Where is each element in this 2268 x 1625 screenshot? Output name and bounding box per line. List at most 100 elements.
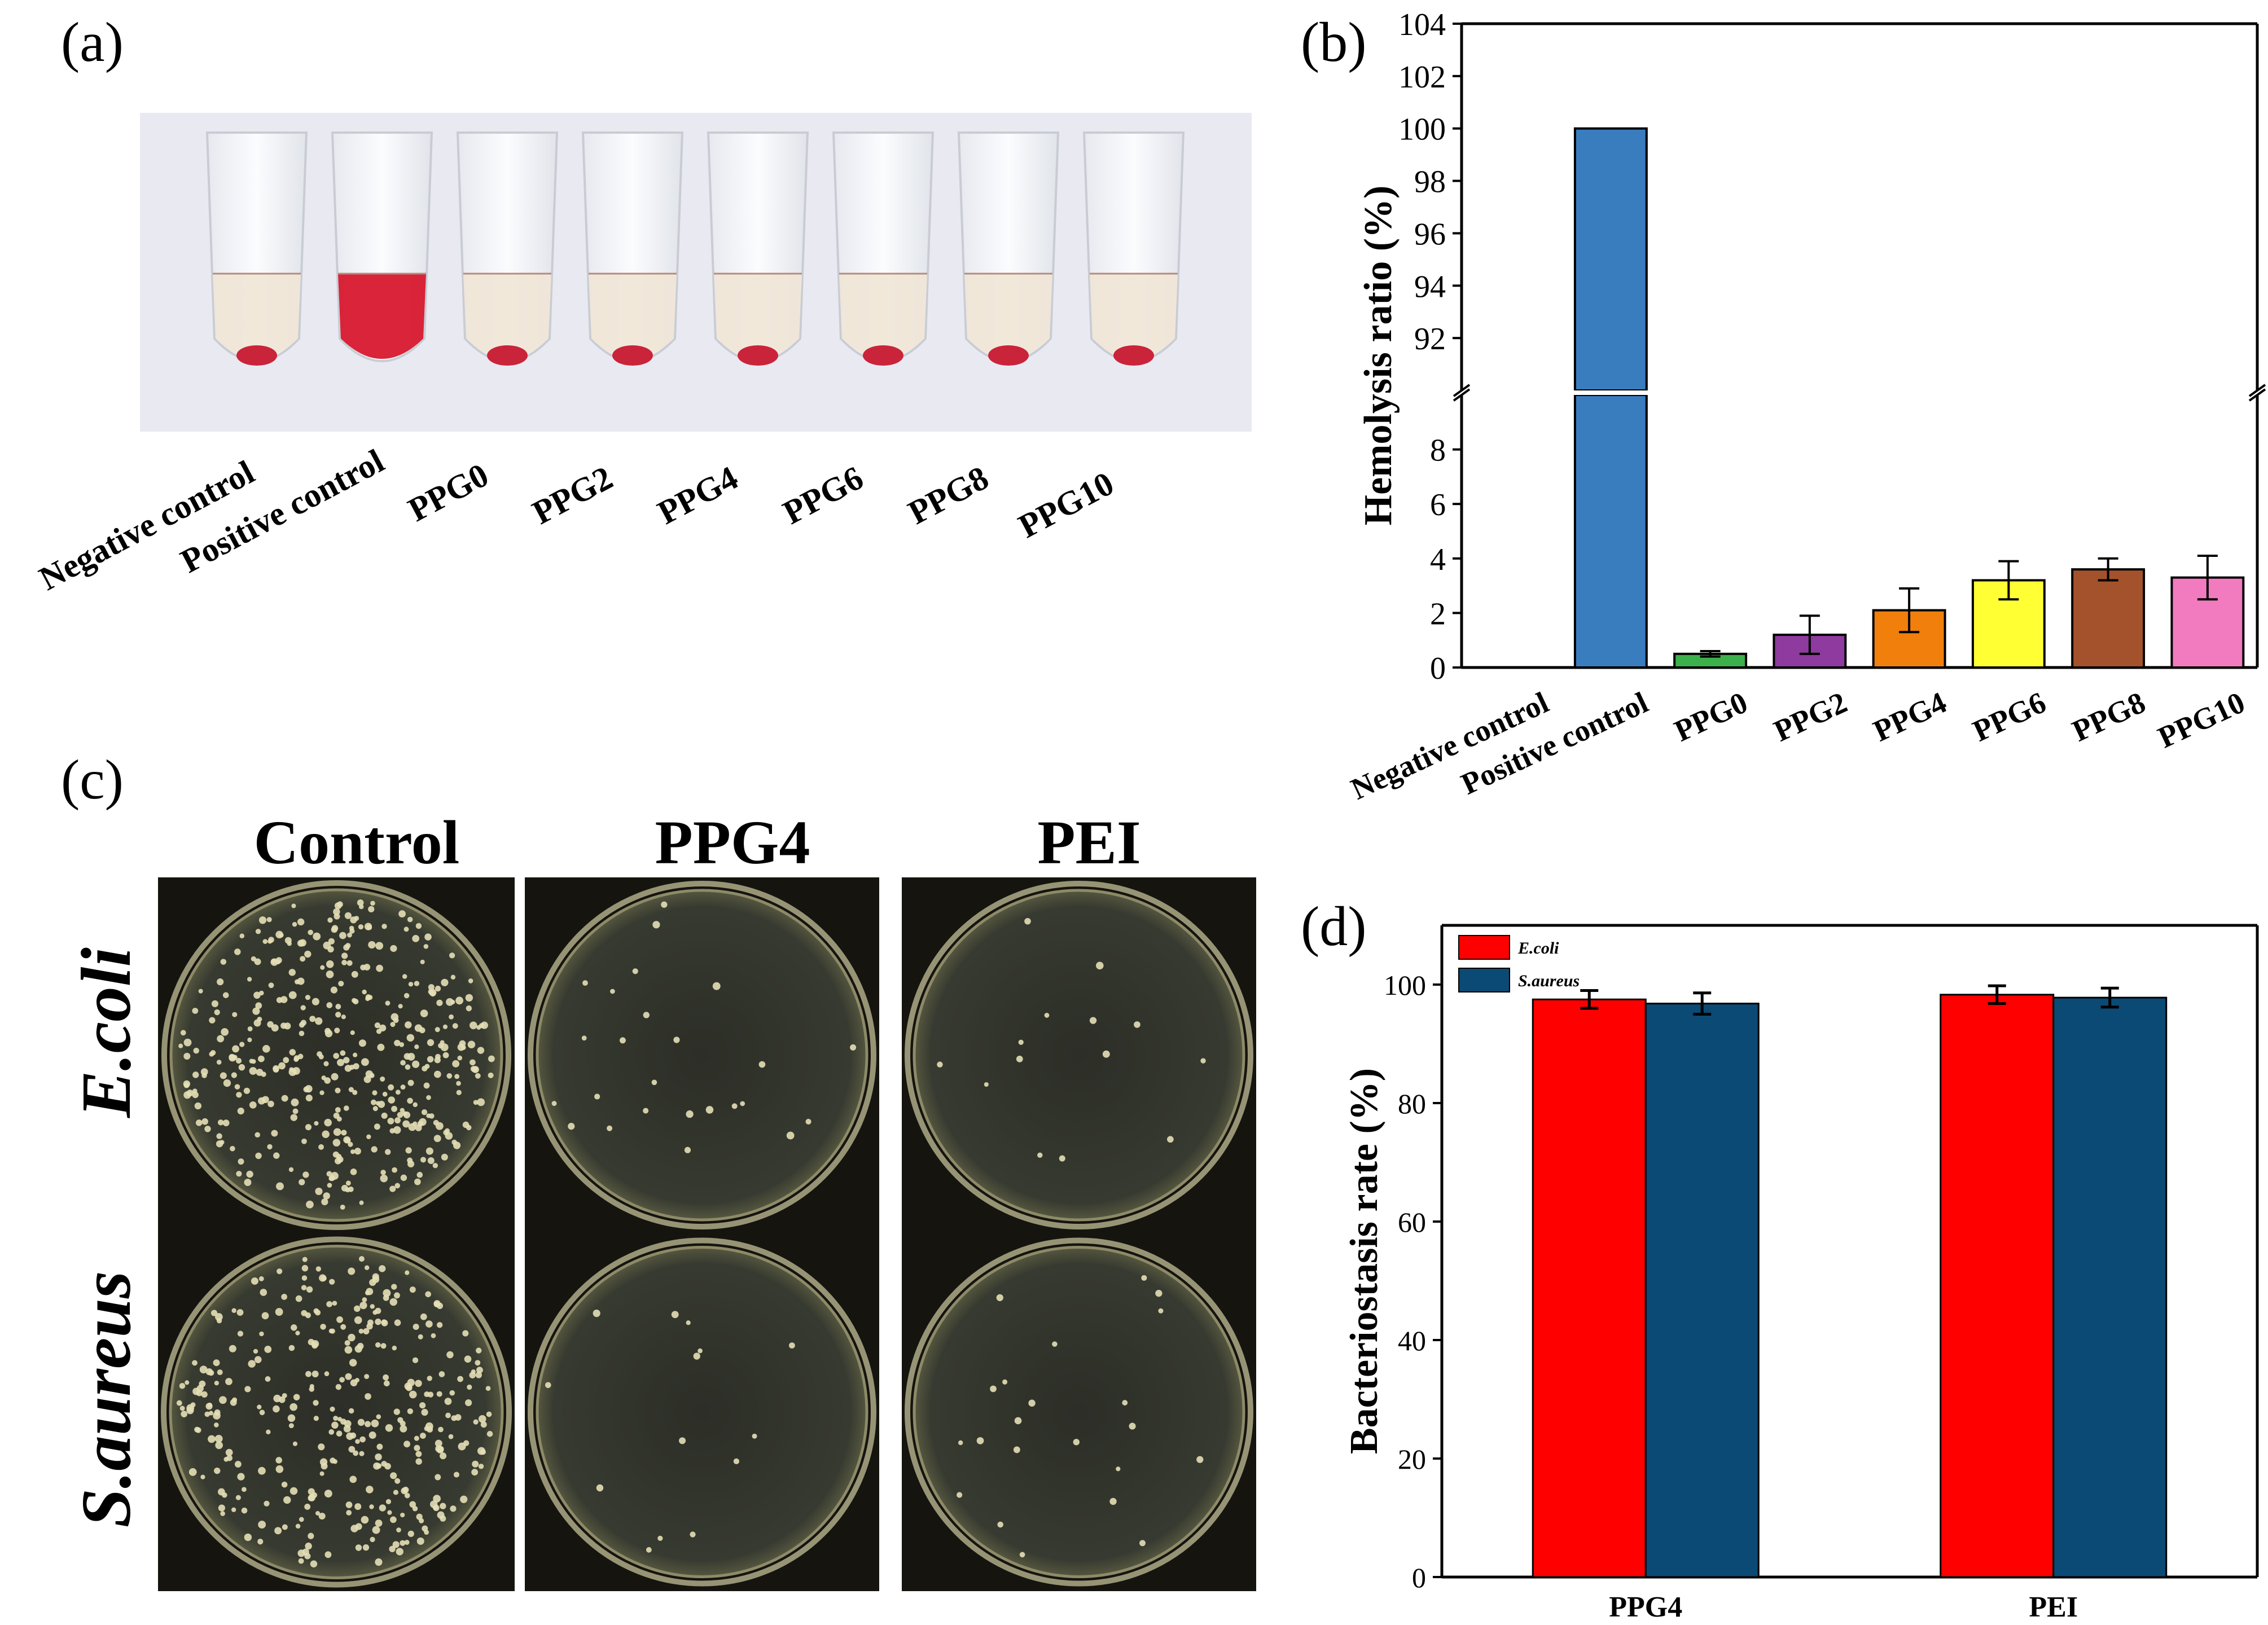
colony [395,1090,401,1095]
colony [309,1386,314,1392]
colony [404,1492,410,1499]
colony [179,1383,186,1389]
colony [255,1002,262,1009]
colony [441,1153,448,1161]
colony [253,1349,258,1354]
colony [216,1133,222,1139]
colony [355,1439,360,1444]
colony [343,944,350,951]
colony [581,1035,587,1041]
colony [400,1174,407,1182]
colony [349,925,354,931]
colony [420,959,425,964]
x-tick-label: PPG6 [1968,685,2051,748]
colony [424,1064,430,1069]
y-tick-label: 8 [1430,433,1446,468]
colony [387,1510,392,1515]
colony [646,1547,652,1553]
colony [327,1183,332,1188]
colony [426,1113,431,1118]
colony [301,1310,308,1316]
colony [425,1320,433,1328]
colony [273,1405,280,1413]
colony [363,964,371,970]
colony [246,1170,253,1178]
colony [273,1065,279,1072]
colony [388,1096,395,1104]
colony [295,1295,302,1302]
colony [333,1112,340,1119]
colony [205,1368,213,1376]
bar [2052,996,2168,1578]
x-tick-label: PPG0 [1669,685,1753,748]
colony [1089,1017,1097,1024]
colony [984,1082,989,1087]
panel-d: (d) PPG4 PEI 0 20 40 60 80 100 E.coli S.aureus Ba… [1301,895,2259,1623]
colony [1096,961,1104,970]
colony [333,1416,339,1421]
colony [339,1377,345,1383]
colony [323,1061,329,1066]
colony [643,1012,650,1018]
colony [297,977,305,985]
colony [239,933,245,939]
colony [340,1324,346,1330]
colony [336,1430,343,1437]
colony [415,1451,422,1457]
colony [480,1449,486,1455]
colony [486,1411,492,1417]
red-cell-pellet [1113,345,1154,366]
colony [472,1460,479,1468]
colony [200,1474,205,1479]
colony [326,1002,333,1008]
colony [242,1487,247,1492]
colony [341,960,347,965]
legend-swatch [1458,968,1510,992]
colony [435,1439,442,1447]
colony [324,1027,331,1034]
colony [427,1376,432,1381]
colony [607,1125,613,1131]
colony [425,1147,433,1155]
colony [448,1434,454,1439]
colony [1155,1289,1162,1297]
colony [310,1560,318,1567]
colony [204,1126,211,1132]
colony [258,1097,265,1105]
colony [403,926,409,932]
colony [413,1323,419,1330]
colony [454,1074,460,1079]
colony [259,990,264,996]
colony [326,1171,332,1177]
colony [301,1138,307,1144]
colony [232,1012,238,1017]
colony [367,1319,374,1326]
colony [412,1060,420,1068]
panel-b-label: (b) [1301,11,1367,73]
colony [416,1537,424,1545]
colony [1200,1058,1206,1064]
colony [440,1040,445,1045]
colony [288,1345,295,1351]
colony [370,901,375,906]
colony [446,1073,453,1079]
colony [180,1030,186,1036]
bar [1940,994,2055,1578]
colony [361,1516,369,1524]
tube [331,131,433,362]
tube-label: PPG6 [777,459,869,532]
colony [349,1359,357,1367]
colony [280,1022,287,1029]
colony [671,1311,679,1319]
colony [473,1419,479,1425]
colony [1013,1446,1020,1453]
colony [470,1059,476,1066]
colony [305,1542,312,1550]
colony [331,1421,339,1429]
red-cell-pellet [738,345,778,366]
colony [396,1548,403,1556]
colony [1002,1379,1008,1385]
colony [225,1378,232,1385]
colony [303,1086,310,1093]
y-tick-label: 0 [1430,651,1446,686]
